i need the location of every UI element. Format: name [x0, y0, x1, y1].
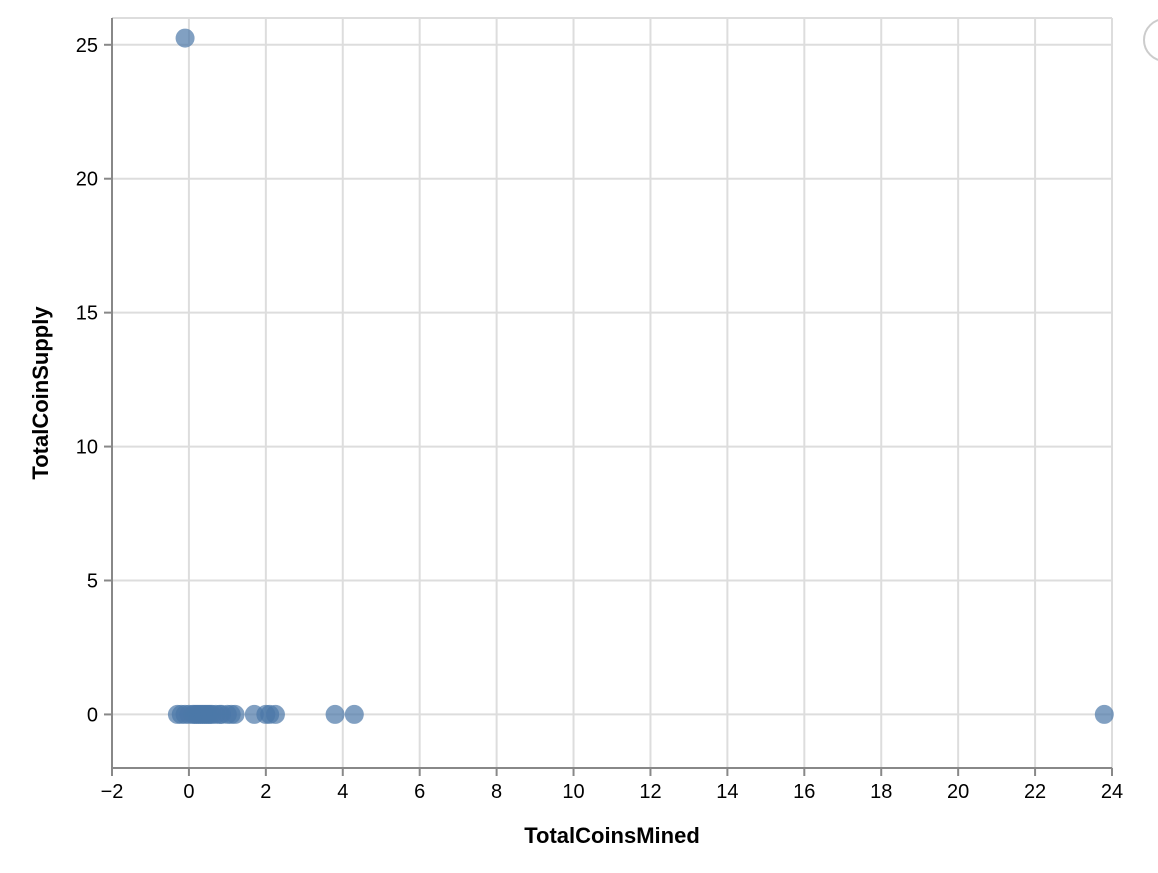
- data-point: [344, 704, 364, 724]
- x-tick-label: 4: [337, 781, 348, 803]
- y-tick-label: 0: [87, 704, 98, 726]
- x-tick-label: 18: [870, 781, 892, 803]
- grid-lines: [111, 17, 1113, 768]
- x-tick-label: −2: [101, 781, 124, 803]
- x-tick-label: 22: [1024, 781, 1046, 803]
- data-point: [325, 704, 345, 724]
- x-tick-label: 6: [414, 781, 425, 803]
- x-tick-label: 14: [716, 781, 738, 803]
- y-tick-label: 5: [87, 571, 98, 593]
- x-tick-label: 12: [639, 781, 661, 803]
- data-point: [265, 704, 285, 724]
- y-tick-label: 10: [76, 437, 98, 459]
- data-point: [225, 704, 245, 724]
- y-tick-label: 15: [76, 303, 98, 325]
- x-tick-label: 20: [947, 781, 969, 803]
- y-tick-label: 25: [76, 35, 98, 57]
- x-tick-label: 10: [562, 781, 584, 803]
- x-tick-label: 0: [183, 781, 194, 803]
- data-points: [167, 28, 1114, 724]
- x-tick-label: 8: [491, 781, 502, 803]
- y-tick-label: 20: [76, 169, 98, 191]
- x-tick-label: 2: [260, 781, 271, 803]
- data-point: [1094, 704, 1114, 724]
- x-tick-label: 16: [793, 781, 815, 803]
- x-axis-title: TotalCoinsMined: [524, 823, 700, 848]
- data-point: [175, 28, 195, 48]
- x-tick-label: 24: [1101, 781, 1123, 803]
- y-axis-title: TotalCoinSupply: [28, 306, 53, 480]
